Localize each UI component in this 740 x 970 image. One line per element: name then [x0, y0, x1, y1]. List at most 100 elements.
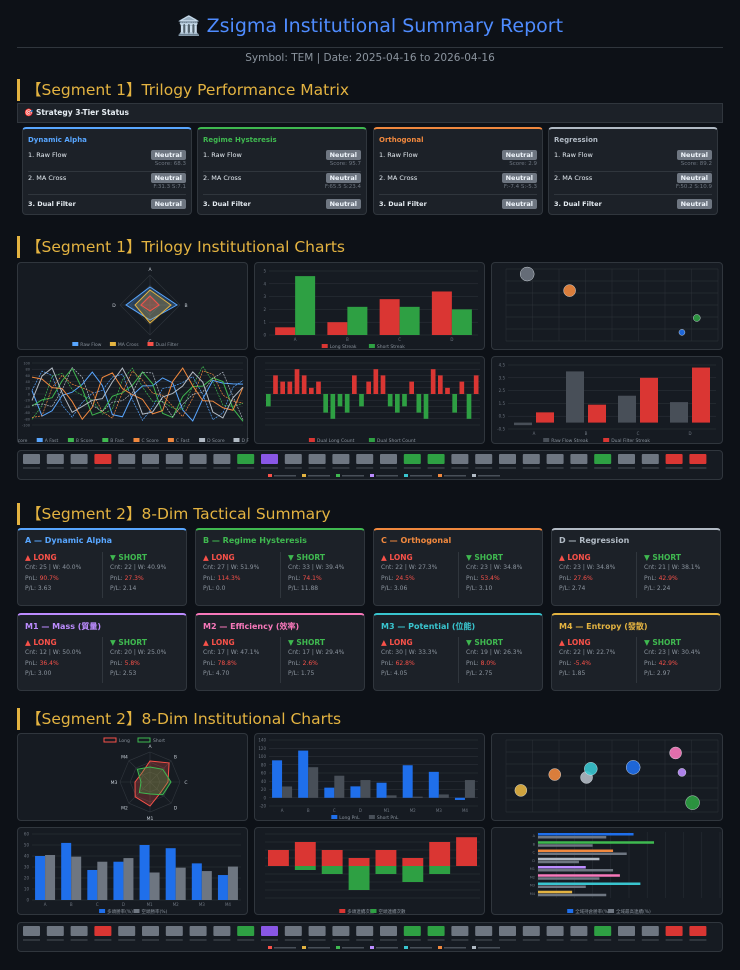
bar: [399, 306, 420, 335]
signal-cell: [356, 926, 374, 936]
signal-tick: [261, 939, 278, 941]
bar: [538, 852, 627, 855]
bar: [618, 395, 636, 423]
tier-row: 1. Raw Flow Neutral Score: 95.7: [203, 150, 361, 172]
dim-pl-ratio: P/L: 2.75: [466, 670, 493, 677]
dim-pnl-label: PnL:: [203, 574, 218, 582]
signal-tick: [451, 939, 469, 941]
signal-tick: [665, 467, 683, 469]
signal-cell: [332, 926, 350, 936]
signal-cell: [499, 454, 516, 464]
dim-count: Cnt: 23 | W: 34.8%: [559, 564, 616, 571]
signal-tick: [46, 939, 64, 941]
legend-swatch: [567, 909, 574, 913]
radar-series: [134, 289, 172, 324]
bar: [402, 858, 424, 866]
dim-pnl-value: 24.5%: [395, 574, 415, 582]
status-badge: Neutral: [501, 199, 537, 209]
tick-label: -60: [24, 411, 30, 415]
legend-swatch: [133, 438, 140, 442]
tick-label: 0: [263, 795, 266, 800]
tier-row-divider: [379, 171, 537, 172]
signal-cell: [189, 454, 207, 464]
bar: [538, 849, 614, 852]
legend-swatch: [268, 474, 272, 477]
bar: [348, 858, 370, 866]
dim-pnl-line: PnL: 2.6%: [288, 659, 364, 670]
bar: [334, 775, 345, 798]
tick-label: 3: [263, 294, 266, 299]
signal-tick: [308, 939, 326, 941]
signal-cell: [94, 454, 112, 464]
tick-label: M2: [173, 902, 179, 907]
signal-tick: [427, 939, 445, 941]
dim-card: M2 — Efficiency (效率) ▲ LONG Cnt: 17 | W: 4…: [195, 613, 365, 691]
signal-cell: [641, 454, 659, 464]
signal-cell: [594, 454, 612, 464]
tick-label: 100: [23, 362, 30, 366]
dim-pnl-line: PnL: 42.9%: [644, 659, 720, 670]
bar: [266, 394, 271, 407]
dim-short-block: ▼ SHORT Cnt: 21 | W: 38.1% PnL: 42.9% P/L: …: [644, 552, 720, 595]
bar: [409, 381, 414, 394]
legend-swatch: [603, 438, 610, 442]
bar: [588, 404, 606, 423]
dim-pnl-value: 2.6%: [302, 659, 318, 667]
dim-count: Cnt: 17 | W: 47.1%: [203, 649, 260, 656]
dim-pnl-label: PnL:: [644, 574, 659, 582]
legend-label: Dual Short Count: [377, 438, 416, 444]
tier-row-divider: [28, 171, 186, 172]
signal-cell: [475, 454, 493, 464]
tier-row-label: 1. Raw Flow: [203, 151, 242, 159]
tick-label: A: [533, 431, 536, 436]
dim-long-block: ▲ LONG Cnt: 30 | W: 33.3% PnL: 62.8% P/L: 4…: [381, 637, 457, 680]
signal-tick: [284, 939, 302, 941]
status-badge: Neutral: [150, 199, 186, 209]
tick-label: M2: [530, 875, 535, 879]
dim-pnl-line: PnL: 62.8%: [381, 659, 457, 670]
signal-tick: [332, 467, 350, 469]
tier-row-label: 2. MA Cross: [203, 174, 242, 182]
tick-label: 0.5: [499, 414, 506, 419]
legend-swatch: [268, 946, 272, 949]
tier-row-score: F:50.2 S:10.9: [675, 184, 712, 190]
legend-label: [376, 947, 398, 949]
bar: [191, 863, 202, 900]
tick-label: A: [281, 808, 284, 813]
dim-short-title: ▼ SHORT: [110, 553, 147, 562]
bar: [379, 299, 400, 335]
tick-label: C: [637, 431, 640, 436]
tick-label: -100: [22, 424, 30, 428]
tick-label: M4: [530, 892, 536, 896]
section-8dim-charts: 【Segment 2】8-Dim Institutional Charts: [17, 708, 341, 730]
dim-pnl-label: PnL:: [381, 659, 396, 667]
signal-cell: [689, 926, 707, 936]
signal-tick: [665, 939, 683, 941]
dim-short-title: ▼ SHORT: [466, 638, 503, 647]
signal-tick: [641, 467, 659, 469]
bar: [295, 276, 316, 335]
bar: [445, 387, 450, 394]
bar: [538, 841, 655, 844]
dim-divider: [636, 552, 637, 598]
tick-label: D: [122, 902, 125, 907]
dim-hbar-chart: AB CD M1 M2 M3 M4 全域持倉勝率(%) 全域最高連續(%): [530, 832, 721, 915]
header-divider: [17, 47, 723, 48]
series-line: [31, 366, 244, 420]
tick-label: -20: [259, 804, 266, 809]
signal-tick: [475, 939, 493, 941]
dim-pnl-line: PnL: 8.0%: [466, 659, 542, 670]
series-line: [31, 367, 244, 419]
legend-swatch: [368, 344, 375, 348]
bar: [423, 394, 429, 419]
dim-card-name: C — Orthogonal: [381, 536, 452, 545]
dim-pl-ratio: P/L: 1.75: [288, 670, 315, 677]
status-badge: Neutral: [325, 173, 361, 183]
bar: [386, 795, 397, 798]
bar: [438, 794, 449, 798]
radar-series: [140, 295, 160, 312]
signal-tick: [380, 939, 397, 941]
tick-label: M1: [530, 867, 535, 871]
tier-row-label: 1. Raw Flow: [379, 151, 418, 159]
dim-radar-panel: A B C D M1 M2 M3 M4 Long Short: [17, 733, 248, 822]
